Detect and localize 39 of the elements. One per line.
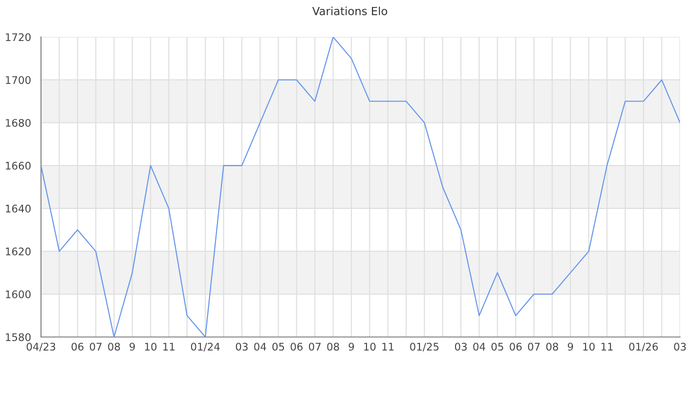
line-series: [41, 37, 680, 337]
x-tick-label: 01/26: [629, 342, 658, 352]
x-tick-label: 10: [364, 342, 376, 351]
y-tick-label: 1680: [6, 118, 31, 127]
y-tick-label: 1620: [6, 248, 31, 256]
x-tick-label: 06: [290, 342, 303, 351]
x-tick-label: 07: [528, 342, 540, 351]
x-tick-label: 01/25: [410, 342, 438, 352]
x-tick-label: 05: [272, 342, 284, 351]
x-tick-label: 03: [674, 342, 686, 351]
x-tick-label: 11: [601, 342, 613, 350]
x-tick-label: 07: [308, 342, 321, 351]
y-tick-label: 1640: [6, 204, 31, 213]
x-tick-label: 08: [108, 342, 120, 351]
x-tick-label: 08: [327, 342, 340, 351]
x-tick-label: 9: [568, 342, 574, 351]
x-tick-label: 03: [236, 342, 248, 351]
x-tick-label: 9: [348, 342, 354, 351]
x-tick-label: 11: [382, 342, 394, 350]
x-tick-label: 10: [583, 342, 595, 351]
x-tick-label: 03: [454, 342, 467, 351]
x-tick-label: 10: [145, 342, 156, 351]
y-tick-label: 1700: [6, 76, 31, 84]
chart-title: Variations Elo: [312, 6, 388, 16]
x-tick-label: 04: [254, 342, 266, 351]
x-tick-label: 11: [163, 342, 174, 350]
x-tick-label: 04: [473, 342, 486, 351]
x-tick-label: 07: [90, 342, 102, 351]
y-tick-label: 1600: [6, 290, 31, 298]
x-tick-label: 08: [546, 342, 558, 351]
x-tick-label: 04/23: [26, 342, 56, 352]
x-tick-label: 9: [130, 342, 135, 351]
x-tick-label: 06: [72, 342, 84, 351]
y-tick-label: 1660: [6, 162, 31, 170]
y-tick-label: 1580: [6, 333, 31, 342]
x-tick-label: 06: [510, 342, 522, 351]
y-tick-label: 1720: [6, 33, 31, 42]
x-tick-label: 05: [491, 342, 504, 351]
x-tick-label: 01/24: [190, 342, 220, 352]
